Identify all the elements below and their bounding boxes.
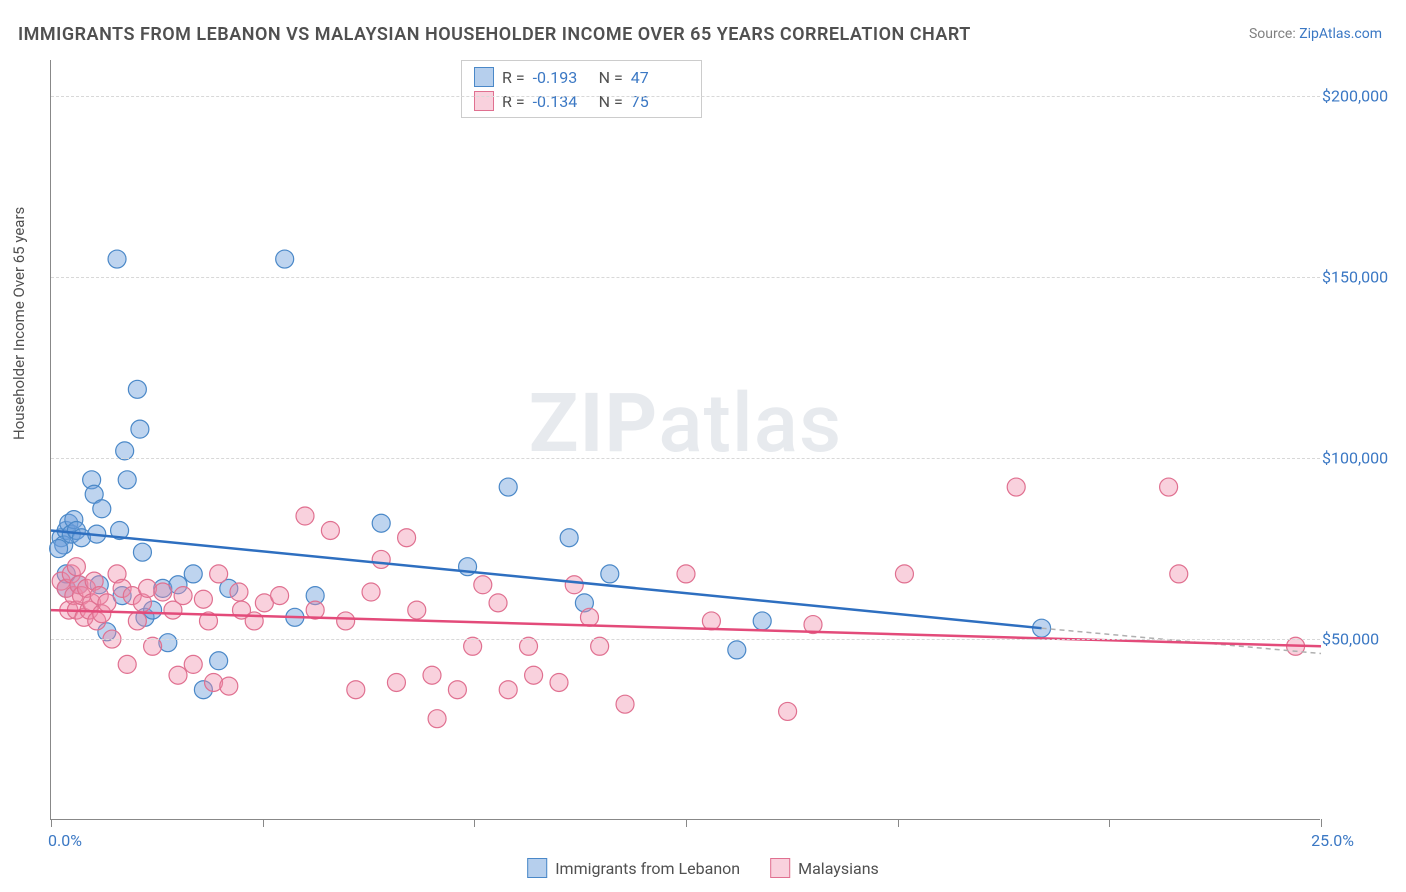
source-label: Source: [1249,26,1296,42]
scatter-point [779,702,797,720]
x-tick [474,819,475,827]
bottom-legend: Immigrants from Lebanon Malaysians [527,858,879,878]
gridline [51,96,1320,97]
scatter-point [128,380,146,398]
swatch-blue-icon [527,858,547,878]
scatter-point [1160,478,1178,496]
x-tick [1321,819,1322,827]
x-axis-max-label: 25.0% [1311,831,1354,850]
scatter-point [702,612,720,630]
scatter-point [128,612,146,630]
scatter-point [560,529,578,547]
scatter-point [1170,565,1188,583]
trend-line-extension [1042,628,1321,653]
scatter-point [184,655,202,673]
scatter-point [184,565,202,583]
scatter-point [174,587,192,605]
scatter-point [616,695,634,713]
scatter-point [67,558,85,576]
scatter-point [499,681,517,699]
scatter-svg [51,60,1320,819]
scatter-point [565,576,583,594]
scatter-point [398,529,416,547]
scatter-point [372,514,390,532]
scatter-point [499,478,517,496]
scatter-point [677,565,695,583]
y-tick-label: $150,000 [1322,268,1392,287]
y-tick-label: $50,000 [1322,630,1392,649]
scatter-point [271,587,289,605]
scatter-point [525,666,543,684]
scatter-point [296,507,314,525]
scatter-point [474,576,492,594]
scatter-point [423,666,441,684]
y-axis-label: Householder Income Over 65 years [10,207,28,440]
scatter-point [230,583,248,601]
scatter-point [895,565,913,583]
x-axis-min-label: 0.0% [48,831,82,850]
scatter-point [118,655,136,673]
scatter-point [753,612,771,630]
scatter-point [489,594,507,612]
scatter-point [428,710,446,728]
scatter-point [448,681,466,699]
scatter-point [220,677,238,695]
legend-item-malaysian: Malaysians [770,858,879,878]
x-tick [686,819,687,827]
scatter-point [131,420,149,438]
chart-title: IMMIGRANTS FROM LEBANON VS MALAYSIAN HOU… [18,24,971,45]
scatter-point [337,612,355,630]
gridline [51,458,1320,459]
scatter-point [194,590,212,608]
chart-plot-area: ZIPatlas R = -0.193 N = 47 R = -0.134 N … [50,60,1320,820]
scatter-point [347,681,365,699]
source-link[interactable]: ZipAtlas.com [1299,26,1382,42]
scatter-point [169,666,187,684]
trend-line [51,610,1321,646]
scatter-point [154,583,172,601]
x-tick [1109,819,1110,827]
scatter-point [98,594,116,612]
x-tick [51,819,52,827]
scatter-point [601,565,619,583]
scatter-point [118,471,136,489]
scatter-point [108,250,126,268]
scatter-point [550,673,568,691]
x-tick [898,819,899,827]
scatter-point [728,641,746,659]
legend-label-malaysian: Malaysians [798,859,879,878]
legend-item-lebanon: Immigrants from Lebanon [527,858,740,878]
scatter-point [210,565,228,583]
scatter-point [321,521,339,539]
scatter-point [210,652,228,670]
scatter-point [580,608,598,626]
x-tick [263,819,264,827]
scatter-point [408,601,426,619]
source-attribution: Source: ZipAtlas.com [1249,26,1382,42]
swatch-pink-icon [770,858,790,878]
gridline [51,639,1320,640]
scatter-point [387,673,405,691]
scatter-point [372,550,390,568]
y-tick-label: $100,000 [1322,449,1392,468]
y-tick-label: $200,000 [1322,87,1392,106]
gridline [51,277,1320,278]
scatter-point [276,250,294,268]
scatter-point [50,540,68,558]
scatter-point [362,583,380,601]
scatter-point [93,500,111,518]
scatter-point [133,543,151,561]
scatter-point [1007,478,1025,496]
legend-label-lebanon: Immigrants from Lebanon [555,859,740,878]
